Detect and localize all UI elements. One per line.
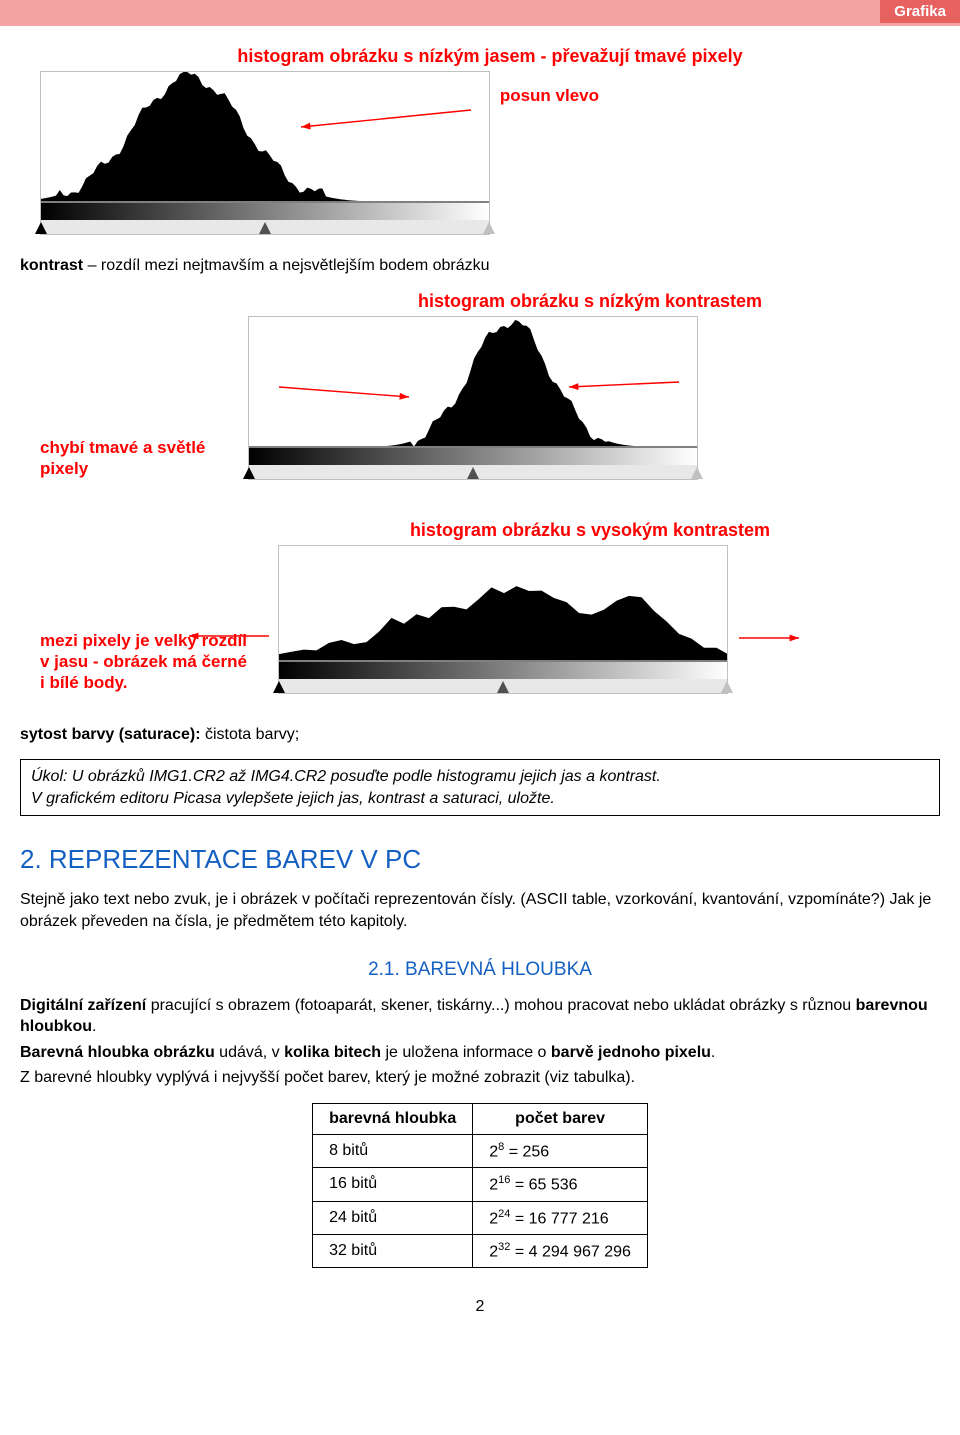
sytost-term: sytost barvy (saturace): [20, 726, 201, 743]
hist2-title: histogram obrázku s nízkým kontrastem [240, 291, 940, 312]
slider-marker[interactable] [483, 222, 495, 234]
section21-heading: 2.1. BAREVNÁ HLOUBKA [20, 959, 940, 981]
depth-cell: 24 bitů [313, 1201, 473, 1234]
table-row: 24 bitů 224 = 16 777 216 [313, 1201, 648, 1234]
hist2-slider[interactable] [249, 465, 697, 479]
section2-heading: 2. REPREZENTACE BAREV V PC [20, 844, 940, 875]
table-header-depth: barevná hloubka [313, 1103, 473, 1134]
table-header-colors: počet barev [473, 1103, 648, 1134]
hist1-gradient [41, 202, 489, 220]
hist1-annotation: posun vlevo [500, 86, 599, 106]
header-band: Grafika [0, 0, 960, 26]
hist3-left-label: mezi pixely je velký rozdílv jasu - obrá… [40, 620, 270, 694]
kontrast-definition: kontrast – rozdíl mezi nejtmavším a nejs… [20, 255, 940, 277]
hist3-panel [278, 545, 728, 694]
colors-cell: 232 = 4 294 967 296 [473, 1234, 648, 1267]
table-row: 16 bitů 216 = 65 536 [313, 1168, 648, 1201]
task-line2: V grafickém editoru Picasa vylepšete jej… [31, 790, 555, 807]
hist3-title: histogram obrázku s vysokým kontrastem [240, 520, 940, 541]
hist2-panel [248, 316, 698, 480]
depth-cell: 32 bitů [313, 1234, 473, 1267]
section21-para2: Barevná hloubka obrázku udává, v kolika … [20, 1042, 940, 1064]
table-row: 32 bitů 232 = 4 294 967 296 [313, 1234, 648, 1267]
slider-marker[interactable] [691, 467, 703, 479]
histogram-low-brightness: histogram obrázku s nízkým jasem - převa… [40, 46, 940, 235]
page-content: histogram obrázku s nízkým jasem - převa… [0, 26, 960, 1366]
slider-marker[interactable] [273, 681, 285, 693]
task-box: Úkol: U obrázků IMG1.CR2 až IMG4.CR2 pos… [20, 759, 940, 816]
hist1-panel: posun vlevo [40, 71, 490, 235]
section2-para: Stejně jako text nebo zvuk, je i obrázek… [20, 889, 940, 932]
histogram-high-contrast: histogram obrázku s vysokým kontrastem m… [40, 520, 940, 694]
slider-marker[interactable] [721, 681, 733, 693]
hist3-slider[interactable] [279, 679, 727, 693]
colors-cell: 216 = 65 536 [473, 1168, 648, 1201]
depth-cell: 16 bitů [313, 1168, 473, 1201]
page-number: 2 [20, 1298, 940, 1316]
slider-marker[interactable] [467, 467, 479, 479]
slider-marker[interactable] [243, 467, 255, 479]
hist3-gradient [279, 661, 727, 679]
hist1-slider[interactable] [41, 220, 489, 234]
slider-marker[interactable] [259, 222, 271, 234]
table-row: 8 bitů 28 = 256 [313, 1134, 648, 1167]
slider-marker[interactable] [35, 222, 47, 234]
colors-cell: 28 = 256 [473, 1134, 648, 1167]
section21-para1: Digitální zařízení pracující s obrazem (… [20, 995, 940, 1038]
section21-para3: Z barevné hloubky vyplývá i nejvyšší poč… [20, 1067, 940, 1089]
color-depth-table: barevná hloubka počet barev 8 bitů 28 = … [312, 1103, 648, 1268]
hist2-gradient [249, 447, 697, 465]
kontrast-term: kontrast [20, 257, 83, 274]
hist1-title: histogram obrázku s nízkým jasem - převa… [40, 46, 940, 67]
histogram-low-contrast: histogram obrázku s nízkým kontrastem ch… [40, 291, 940, 480]
colors-cell: 224 = 16 777 216 [473, 1201, 648, 1234]
slider-marker[interactable] [497, 681, 509, 693]
task-line1: Úkol: U obrázků IMG1.CR2 až IMG4.CR2 pos… [31, 768, 661, 785]
depth-cell: 8 bitů [313, 1134, 473, 1167]
hist2-left-label: chybí tmavé a světlépixely [40, 427, 240, 480]
header-badge: Grafika [880, 0, 960, 23]
table-header-row: barevná hloubka počet barev [313, 1103, 648, 1134]
sytost-definition: sytost barvy (saturace): čistota barvy; [20, 724, 940, 746]
